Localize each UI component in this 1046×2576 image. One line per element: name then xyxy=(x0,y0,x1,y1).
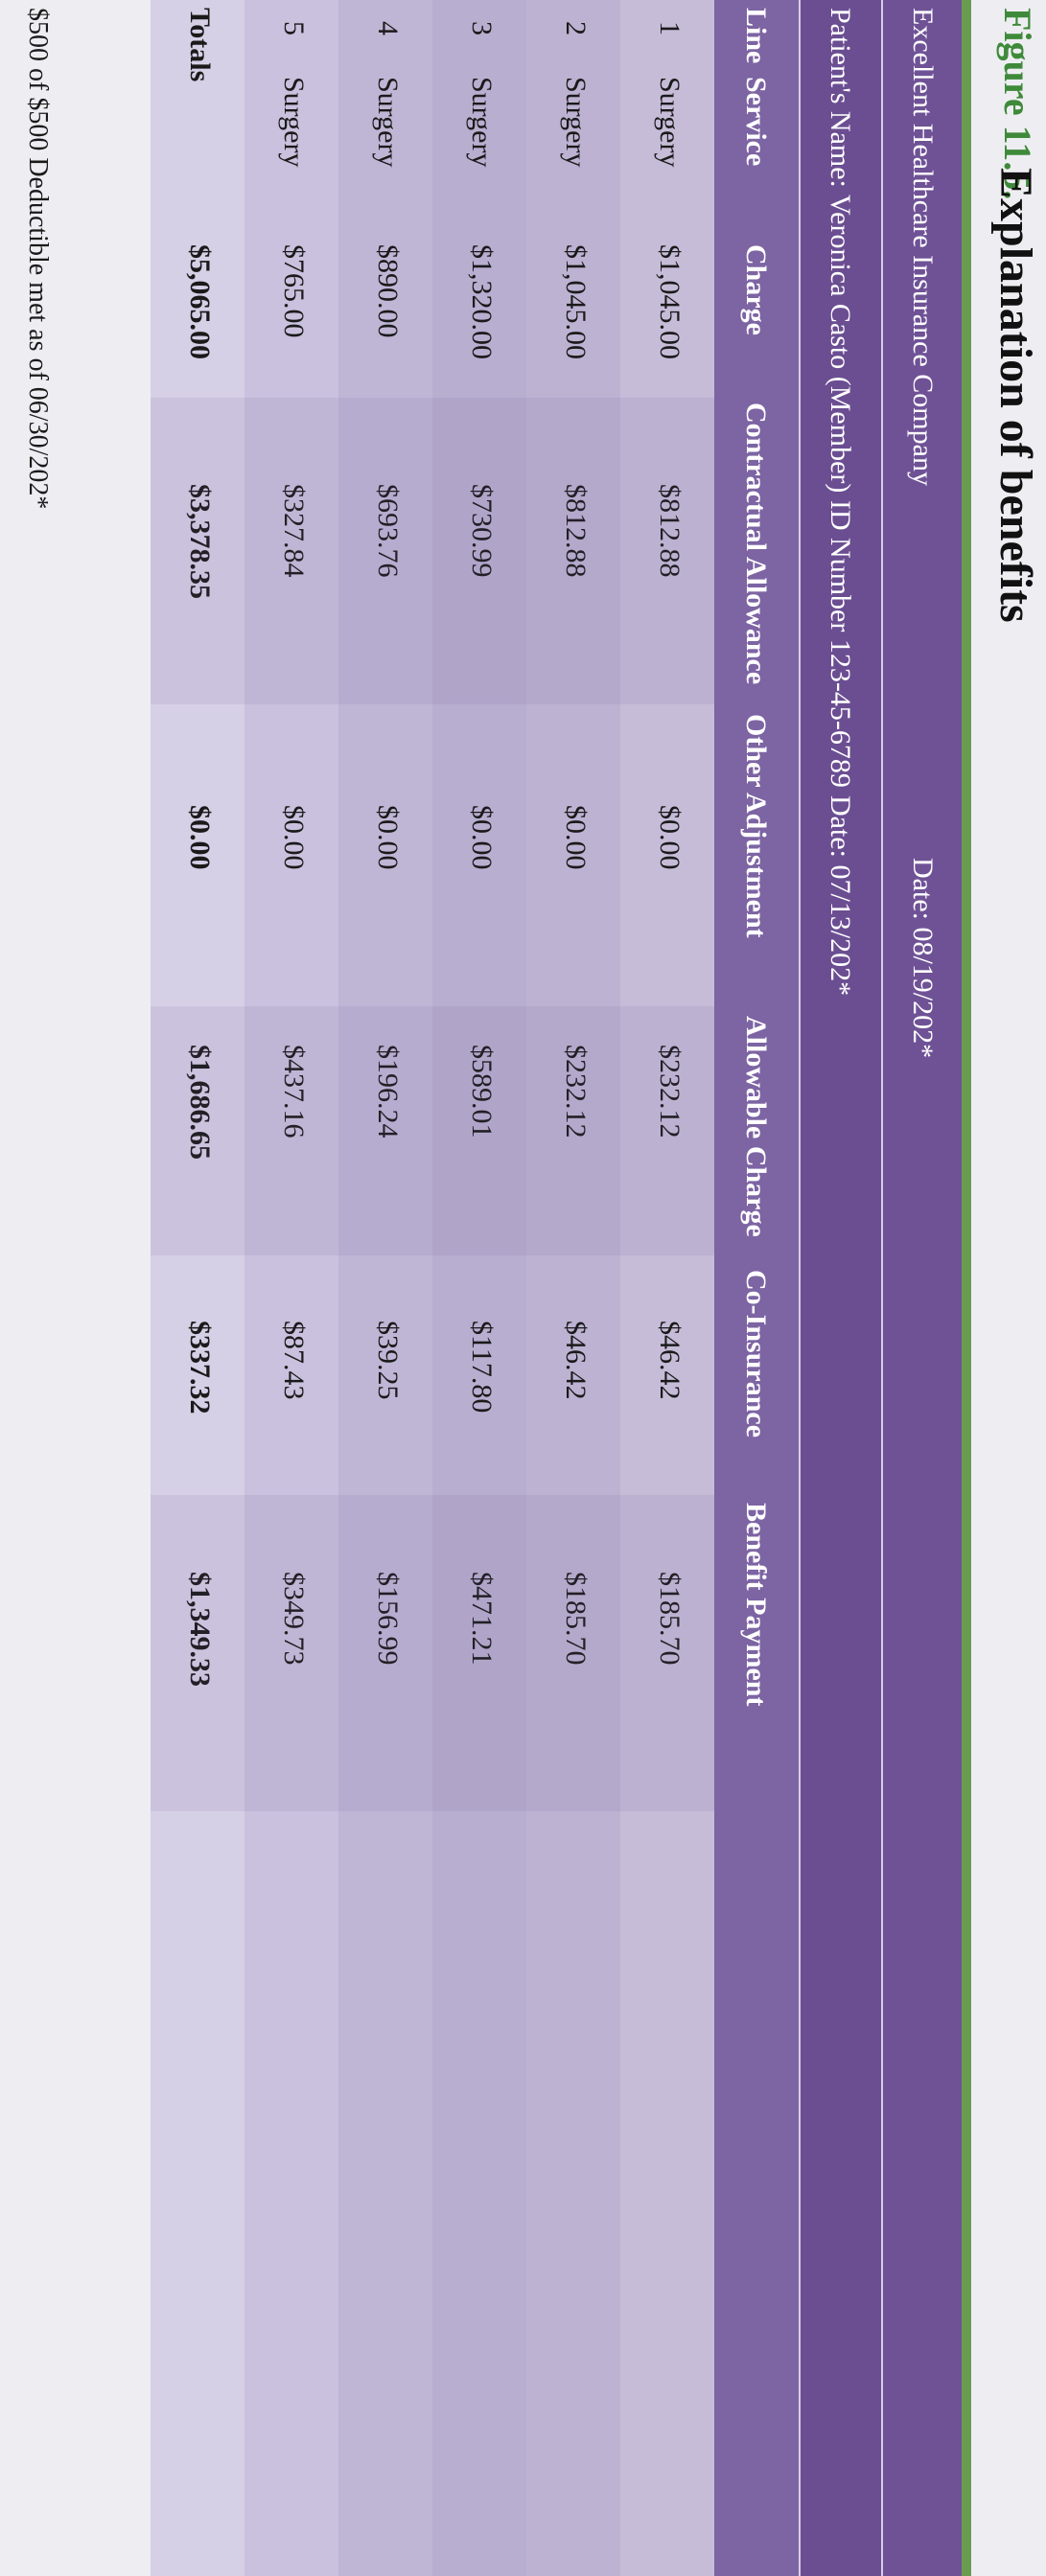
cell-service: Surgery xyxy=(372,77,404,168)
cell-service: Surgery xyxy=(278,77,310,168)
column-shading xyxy=(151,1495,714,1811)
cell-service: Surgery xyxy=(466,77,498,168)
column-header-row: Line Service Charge Contractual Allowanc… xyxy=(714,0,799,2576)
table-row: 4 Surgery $890.00 $693.76 $0.00 $196.24 … xyxy=(338,0,432,2576)
cell-coinsurance: $87.43 xyxy=(278,1321,310,1400)
patient-header: Patient's Name: Veronica Casto (Member) … xyxy=(801,0,881,2576)
totals-label: Totals xyxy=(184,8,216,82)
cell-line: 3 xyxy=(466,21,498,35)
cell-line: 4 xyxy=(372,21,404,35)
cell-service: Surgery xyxy=(654,77,686,168)
figure-title: Explanation of benefits xyxy=(990,168,1041,623)
caption-rule xyxy=(962,0,971,2576)
col-benefit-payment: Benefit Payment xyxy=(740,1503,772,1707)
column-shading xyxy=(151,1006,714,1255)
col-line: Line xyxy=(740,8,772,64)
col-contractual-allowance: Contractual Allowance xyxy=(740,402,772,685)
cell-other: $0.00 xyxy=(278,805,310,870)
figure-caption: Figure 11.5. Explanation of benefits xyxy=(969,0,1046,2576)
header-divider xyxy=(881,0,883,2576)
col-other-adjustment: Other Adjustment xyxy=(740,714,772,938)
total-charge: $5,065.00 xyxy=(184,244,216,359)
cell-other: $0.00 xyxy=(372,805,404,870)
cell-coinsurance: $39.25 xyxy=(372,1321,404,1400)
cell-line: 1 xyxy=(654,21,686,35)
cell-charge: $890.00 xyxy=(372,244,404,338)
cell-charge: $765.00 xyxy=(278,244,310,338)
table-row: 2 Surgery $1,045.00 $812.88 $0.00 $232.1… xyxy=(526,0,620,2576)
header-divider xyxy=(799,0,801,2576)
company-name: Excellent Healthcare Insurance Company xyxy=(907,8,939,486)
table-row: 1 Surgery $1,045.00 $812.88 $0.00 $232.1… xyxy=(620,0,714,2576)
patient-info: Patient's Name: Veronica Casto (Member) … xyxy=(825,8,856,788)
col-co-insurance: Co-Insurance xyxy=(740,1270,772,1438)
total-coinsurance: $337.32 xyxy=(184,1321,216,1414)
totals-row: Totals $5,065.00 $3,378.35 $0.00 $1,686.… xyxy=(151,0,244,2576)
col-service: Service xyxy=(740,77,772,167)
cell-other: $0.00 xyxy=(466,805,498,870)
table-row: 3 Surgery $1,320.00 $730.99 $0.00 $589.0… xyxy=(432,0,526,2576)
table-row: 5 Surgery $765.00 $327.84 $0.00 $437.16 … xyxy=(244,0,338,2576)
col-charge: Charge xyxy=(740,244,772,335)
cell-other: $0.00 xyxy=(560,805,592,870)
cell-coinsurance: $46.42 xyxy=(560,1321,592,1400)
cell-other: $0.00 xyxy=(654,805,686,870)
cell-charge: $1,320.00 xyxy=(466,244,498,359)
cell-service: Surgery xyxy=(560,77,592,168)
column-shading xyxy=(151,398,714,704)
statement-date: Date: 08/19/202* xyxy=(907,858,939,1059)
cell-charge: $1,045.00 xyxy=(560,244,592,359)
cell-coinsurance: $46.42 xyxy=(654,1321,686,1400)
cell-line: 5 xyxy=(278,21,310,35)
cell-coinsurance: $117.80 xyxy=(466,1321,498,1414)
company-header: Excellent Healthcare Insurance Company D… xyxy=(883,0,962,2576)
col-allowable-charge: Allowable Charge xyxy=(740,1016,772,1237)
service-date: Date: 07/13/202* xyxy=(825,795,856,997)
total-other: $0.00 xyxy=(184,805,216,870)
cell-charge: $1,045.00 xyxy=(654,244,686,359)
deductible-footnote: $500 of $500 Deductible met as of 06/30/… xyxy=(23,8,53,510)
cell-line: 2 xyxy=(560,21,592,35)
